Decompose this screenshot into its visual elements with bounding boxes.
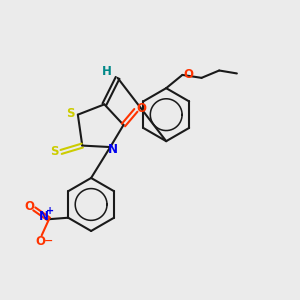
Text: N: N xyxy=(108,143,118,156)
Text: +: + xyxy=(46,206,55,216)
Text: S: S xyxy=(50,145,59,158)
Text: −: − xyxy=(44,236,53,246)
Text: N: N xyxy=(39,210,49,223)
Text: O: O xyxy=(137,102,147,116)
Text: S: S xyxy=(66,107,75,120)
Text: O: O xyxy=(35,236,45,248)
Text: O: O xyxy=(24,200,34,213)
Text: H: H xyxy=(102,65,112,78)
Text: O: O xyxy=(183,68,193,81)
